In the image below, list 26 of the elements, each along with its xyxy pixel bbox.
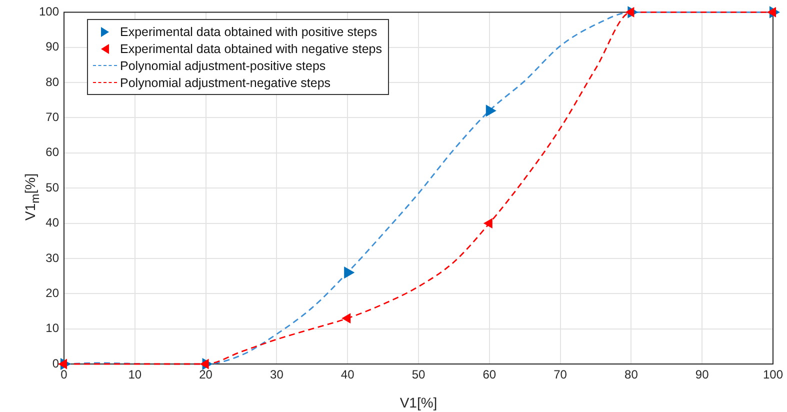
x-tick-label: 60 <box>482 368 496 382</box>
x-tick-label: 10 <box>128 368 142 382</box>
legend-label: Polynomial adjustment-positive steps <box>120 58 326 72</box>
legend-label: Experimental data obtained with positive steps <box>120 24 378 38</box>
y-tick-label: 70 <box>46 110 60 124</box>
y-tick-label: 20 <box>46 286 60 300</box>
x-tick-label: 100 <box>762 368 784 382</box>
y-tick-label: 100 <box>38 4 60 19</box>
x-tick-label: 70 <box>554 368 568 382</box>
legend-label: Experimental data obtained with negative steps <box>120 42 382 56</box>
legend-label: Polynomial adjustment-negative steps <box>120 76 331 90</box>
x-tick-label: 30 <box>270 368 284 382</box>
y-tick-label: 0 <box>52 356 60 370</box>
x-axis-title: V1[%] <box>400 394 438 410</box>
x-tick-label: 40 <box>340 368 355 382</box>
x-tick-label: 90 <box>695 368 710 382</box>
y-tick-label: 30 <box>46 250 60 265</box>
y-tick-label: 10 <box>46 321 60 336</box>
y-tick-label: 90 <box>46 40 60 54</box>
x-tick-label: 20 <box>199 368 213 382</box>
y-tick-label: 60 <box>46 145 60 160</box>
y-tick-label: 40 <box>46 216 60 230</box>
y-tick-label: 50 <box>46 180 60 194</box>
y-tick-label: 80 <box>46 74 60 89</box>
x-tick-label: 50 <box>412 368 426 382</box>
x-tick-label: 80 <box>624 368 638 382</box>
